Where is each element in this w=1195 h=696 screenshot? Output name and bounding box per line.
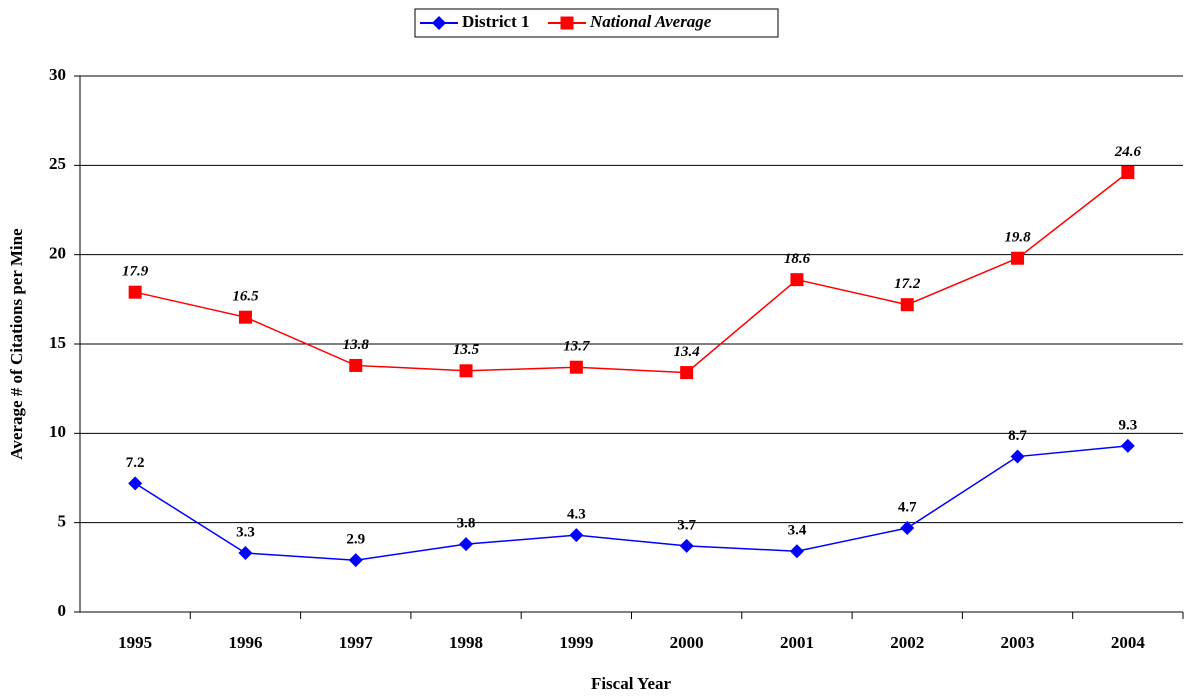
data-label: 13.8 <box>343 337 370 353</box>
y-tick-label: 30 <box>49 65 66 84</box>
y-tick-label: 5 <box>58 512 67 531</box>
data-label: 7.2 <box>126 455 145 471</box>
x-axis-label: Fiscal Year <box>591 674 672 693</box>
x-tick-label: 1998 <box>449 633 483 652</box>
y-tick-label: 15 <box>49 333 66 352</box>
x-tick-label: 2004 <box>1111 633 1146 652</box>
legend-marker <box>560 16 574 30</box>
legend-box <box>414 8 779 38</box>
data-point <box>1121 165 1135 179</box>
data-point <box>1120 438 1135 453</box>
data-point <box>128 285 142 299</box>
legend-label: District 1 <box>462 12 530 31</box>
data-point <box>349 358 363 372</box>
x-tick-label: 2000 <box>670 633 704 652</box>
data-point <box>459 364 473 378</box>
data-label: 16.5 <box>232 289 259 305</box>
data-label: 24.6 <box>1114 144 1142 160</box>
data-point <box>1010 449 1025 464</box>
x-tick-label: 1996 <box>228 633 262 652</box>
legend-label: National Average <box>589 12 712 31</box>
x-tick-label: 2002 <box>890 633 924 652</box>
data-point <box>789 544 804 559</box>
data-point <box>790 273 804 287</box>
data-label: 3.4 <box>788 523 807 539</box>
data-label: 3.7 <box>677 517 696 533</box>
data-label: 4.7 <box>898 499 917 515</box>
data-label: 4.3 <box>567 507 586 523</box>
x-tick-label: 1995 <box>118 633 152 652</box>
data-point <box>238 310 252 324</box>
data-label: 2.9 <box>346 532 365 548</box>
data-label: 19.8 <box>1004 230 1031 246</box>
data-point <box>459 537 474 552</box>
data-label: 17.9 <box>122 264 149 280</box>
y-tick-label: 0 <box>58 601 67 620</box>
data-point <box>1011 251 1025 265</box>
data-point <box>569 528 584 543</box>
y-tick-label: 25 <box>49 154 66 173</box>
data-label: 3.8 <box>457 516 476 532</box>
data-point <box>238 546 253 561</box>
data-label: 9.3 <box>1118 417 1137 433</box>
data-label: 18.6 <box>784 251 811 267</box>
x-tick-label: 2001 <box>780 633 814 652</box>
y-tick-label: 20 <box>49 244 66 263</box>
data-label: 13.4 <box>674 344 701 360</box>
x-tick-label: 1999 <box>559 633 593 652</box>
y-tick-label: 10 <box>49 422 66 441</box>
data-point <box>679 538 694 553</box>
x-tick-label: 2003 <box>1001 633 1035 652</box>
data-label: 8.7 <box>1008 428 1027 444</box>
data-point <box>900 298 914 312</box>
legend-marker <box>432 16 446 30</box>
series-line <box>134 445 1128 561</box>
data-point <box>569 360 583 374</box>
data-point <box>128 476 143 491</box>
y-axis-label: Average # of Citations per Mine <box>7 228 26 460</box>
data-label: 3.3 <box>236 524 255 540</box>
data-label: 17.2 <box>894 276 921 292</box>
data-point <box>348 553 363 568</box>
data-point <box>900 521 915 536</box>
data-point <box>680 366 694 380</box>
series-line <box>134 171 1129 374</box>
data-label: 13.5 <box>453 342 480 358</box>
data-label: 13.7 <box>563 339 590 355</box>
x-tick-label: 1997 <box>339 633 374 652</box>
